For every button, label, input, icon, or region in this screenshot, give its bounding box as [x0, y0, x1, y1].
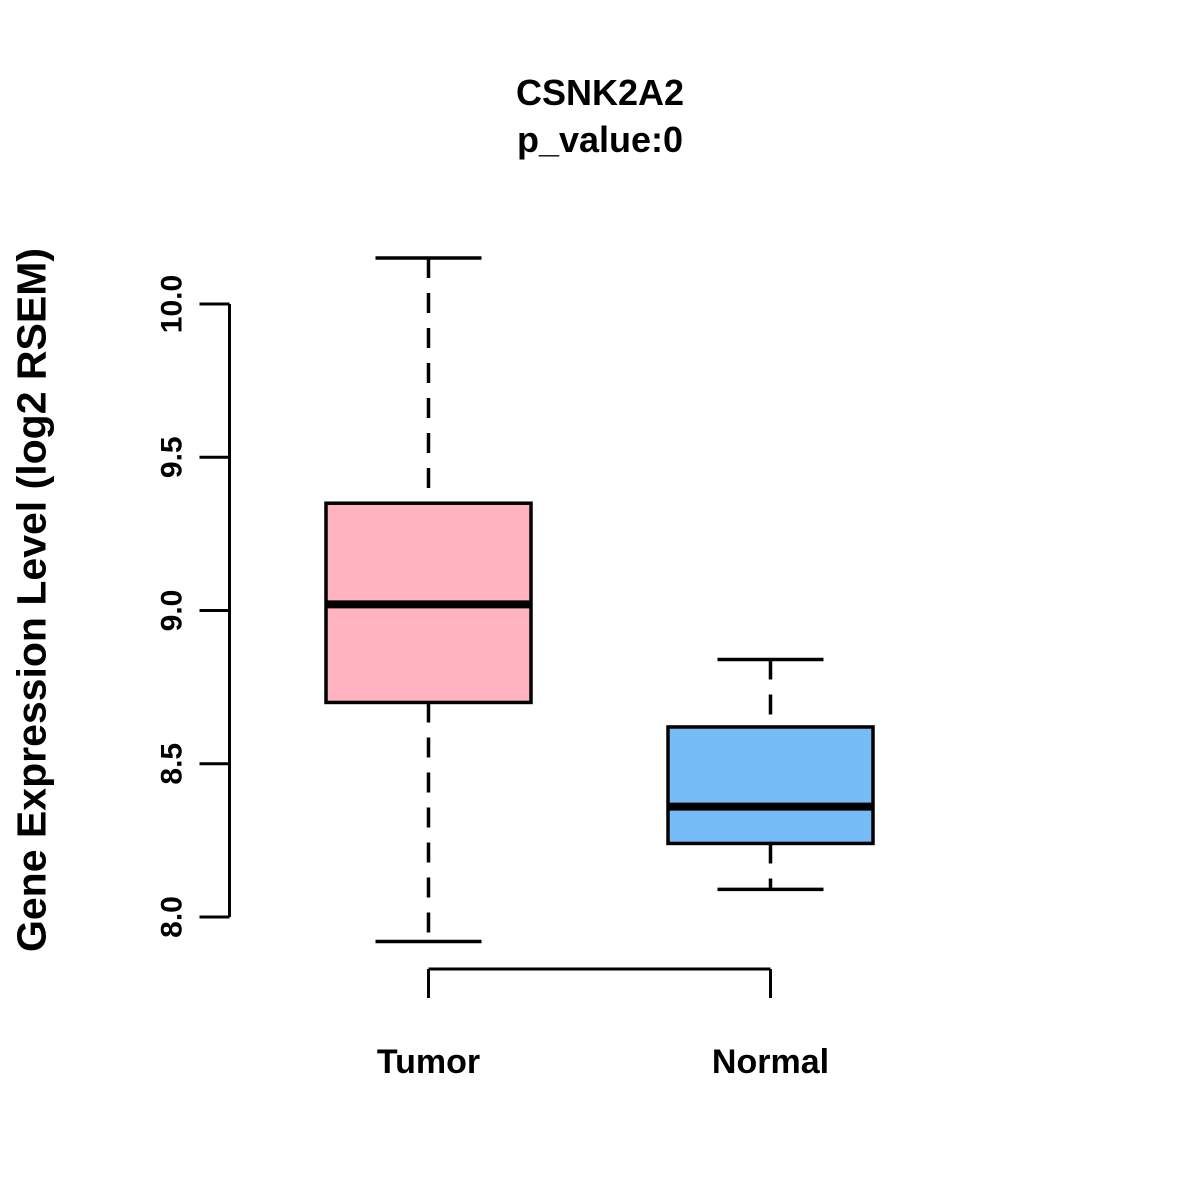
y-tick-label: 8.0 — [156, 896, 189, 938]
y-tick-label: 8.5 — [156, 743, 189, 785]
box-normal — [666, 725, 875, 846]
x-tick-label-tumor: Tumor — [377, 1043, 480, 1081]
y-tick-label: 9.0 — [156, 590, 189, 632]
x-tick-label-normal: Normal — [712, 1043, 829, 1081]
chart-title: CSNK2A2 — [515, 72, 685, 113]
chart-subtitle: p_value:0 — [516, 119, 684, 160]
y-tick-label: 9.5 — [156, 436, 189, 478]
y-tick-label: 10.0 — [156, 275, 189, 333]
